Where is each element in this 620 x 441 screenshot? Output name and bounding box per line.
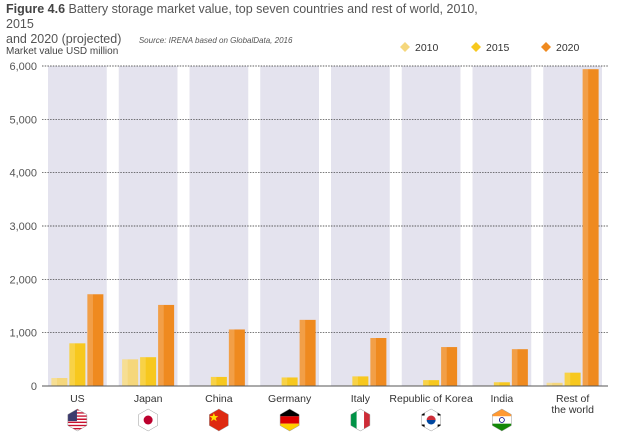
bar-2020 — [87, 294, 104, 386]
bar-2010 — [546, 382, 563, 386]
bar-2020 — [228, 329, 245, 386]
bars — [51, 69, 599, 386]
bar-highlight — [370, 338, 376, 386]
y-tick-label: 1,000 — [9, 328, 37, 340]
bar-2015 — [493, 382, 510, 386]
y-tick-label: 2,000 — [9, 274, 37, 286]
y-tick-label: 4,000 — [9, 168, 37, 180]
legend-marker — [400, 42, 410, 52]
source-note: Source: IRENA based on GlobalData, 2016 — [138, 36, 293, 45]
x-category-label: Republic of Korea — [389, 393, 473, 405]
bar-highlight — [158, 304, 164, 386]
y-axis-label: Market value USD million — [6, 46, 118, 57]
y-tick-label: 3,000 — [9, 221, 37, 233]
bar-2015 — [210, 376, 227, 386]
bar-highlight — [493, 382, 500, 386]
flags — [67, 408, 512, 432]
bar-2010 — [122, 359, 139, 386]
bar-2010 — [51, 378, 68, 386]
bar-highlight — [582, 69, 589, 386]
x-category-label: Germany — [268, 393, 312, 405]
korea-flag-icon — [421, 408, 441, 432]
figure-label: Figure 4.6 — [6, 2, 66, 16]
bar-2020 — [582, 69, 599, 386]
bar-2015 — [423, 380, 440, 386]
chart-title: Figure 4.6 Battery storage market value,… — [6, 2, 506, 48]
bar-highlight — [511, 349, 518, 386]
legend-label: 2020 — [556, 42, 580, 54]
legend-marker — [471, 42, 481, 52]
bar-highlight — [51, 378, 57, 386]
legend-label: 2010 — [415, 42, 439, 54]
bar-2015 — [69, 343, 86, 386]
legend-label: 2015 — [486, 42, 510, 54]
italy-flag-icon — [350, 408, 371, 432]
x-category-label: Italy — [351, 393, 371, 405]
x-category-label: US — [70, 393, 85, 405]
y-tick-label: 0 — [31, 381, 37, 393]
us-flag-icon — [67, 408, 88, 432]
title-line-2: and 2020 (projected) — [6, 32, 122, 46]
y-tick-label: 6,000 — [9, 61, 37, 73]
bar-2020 — [299, 319, 316, 386]
china-flag-icon — [209, 408, 229, 432]
x-category-label: Rest of — [556, 393, 589, 405]
bar-highlight — [122, 359, 128, 386]
germany-flag-icon — [279, 408, 300, 432]
bar-highlight — [87, 294, 93, 386]
axes: 0 1,000 2,000 3,000 4,000 5,000 6,000 US Japan Ch… — [9, 61, 608, 416]
legend-marker — [541, 42, 551, 52]
bar-2015 — [352, 376, 369, 386]
y-tick-label: 5,000 — [9, 114, 37, 126]
bar-highlight — [423, 380, 429, 386]
bar-highlight — [564, 372, 571, 386]
bar-2015 — [281, 377, 298, 386]
bar-highlight — [352, 376, 358, 386]
bar-highlight — [441, 347, 447, 386]
bar-highlight — [140, 357, 146, 386]
bar-2020 — [441, 347, 458, 386]
x-category-label: China — [205, 393, 233, 405]
bar-2020 — [511, 349, 528, 386]
bar-highlight — [69, 343, 75, 386]
x-category-label: India — [490, 393, 513, 405]
x-category-label: Japan — [134, 393, 163, 405]
bar-highlight — [281, 377, 288, 386]
bar-2020 — [158, 304, 175, 386]
bar-2015 — [140, 357, 157, 386]
india-flag-icon — [492, 408, 512, 432]
legend: 2010 2015 2020 — [400, 42, 580, 54]
japan-flag-icon — [138, 408, 158, 432]
x-category-label: the world — [551, 404, 594, 416]
title-line-1: Battery storage market value, top seven … — [6, 2, 478, 31]
bar-highlight — [210, 376, 217, 386]
bar-highlight — [299, 319, 306, 386]
bar-highlight — [546, 382, 553, 386]
bar-2020 — [370, 338, 387, 386]
bar-2015 — [564, 372, 581, 386]
bar-highlight — [228, 329, 235, 386]
